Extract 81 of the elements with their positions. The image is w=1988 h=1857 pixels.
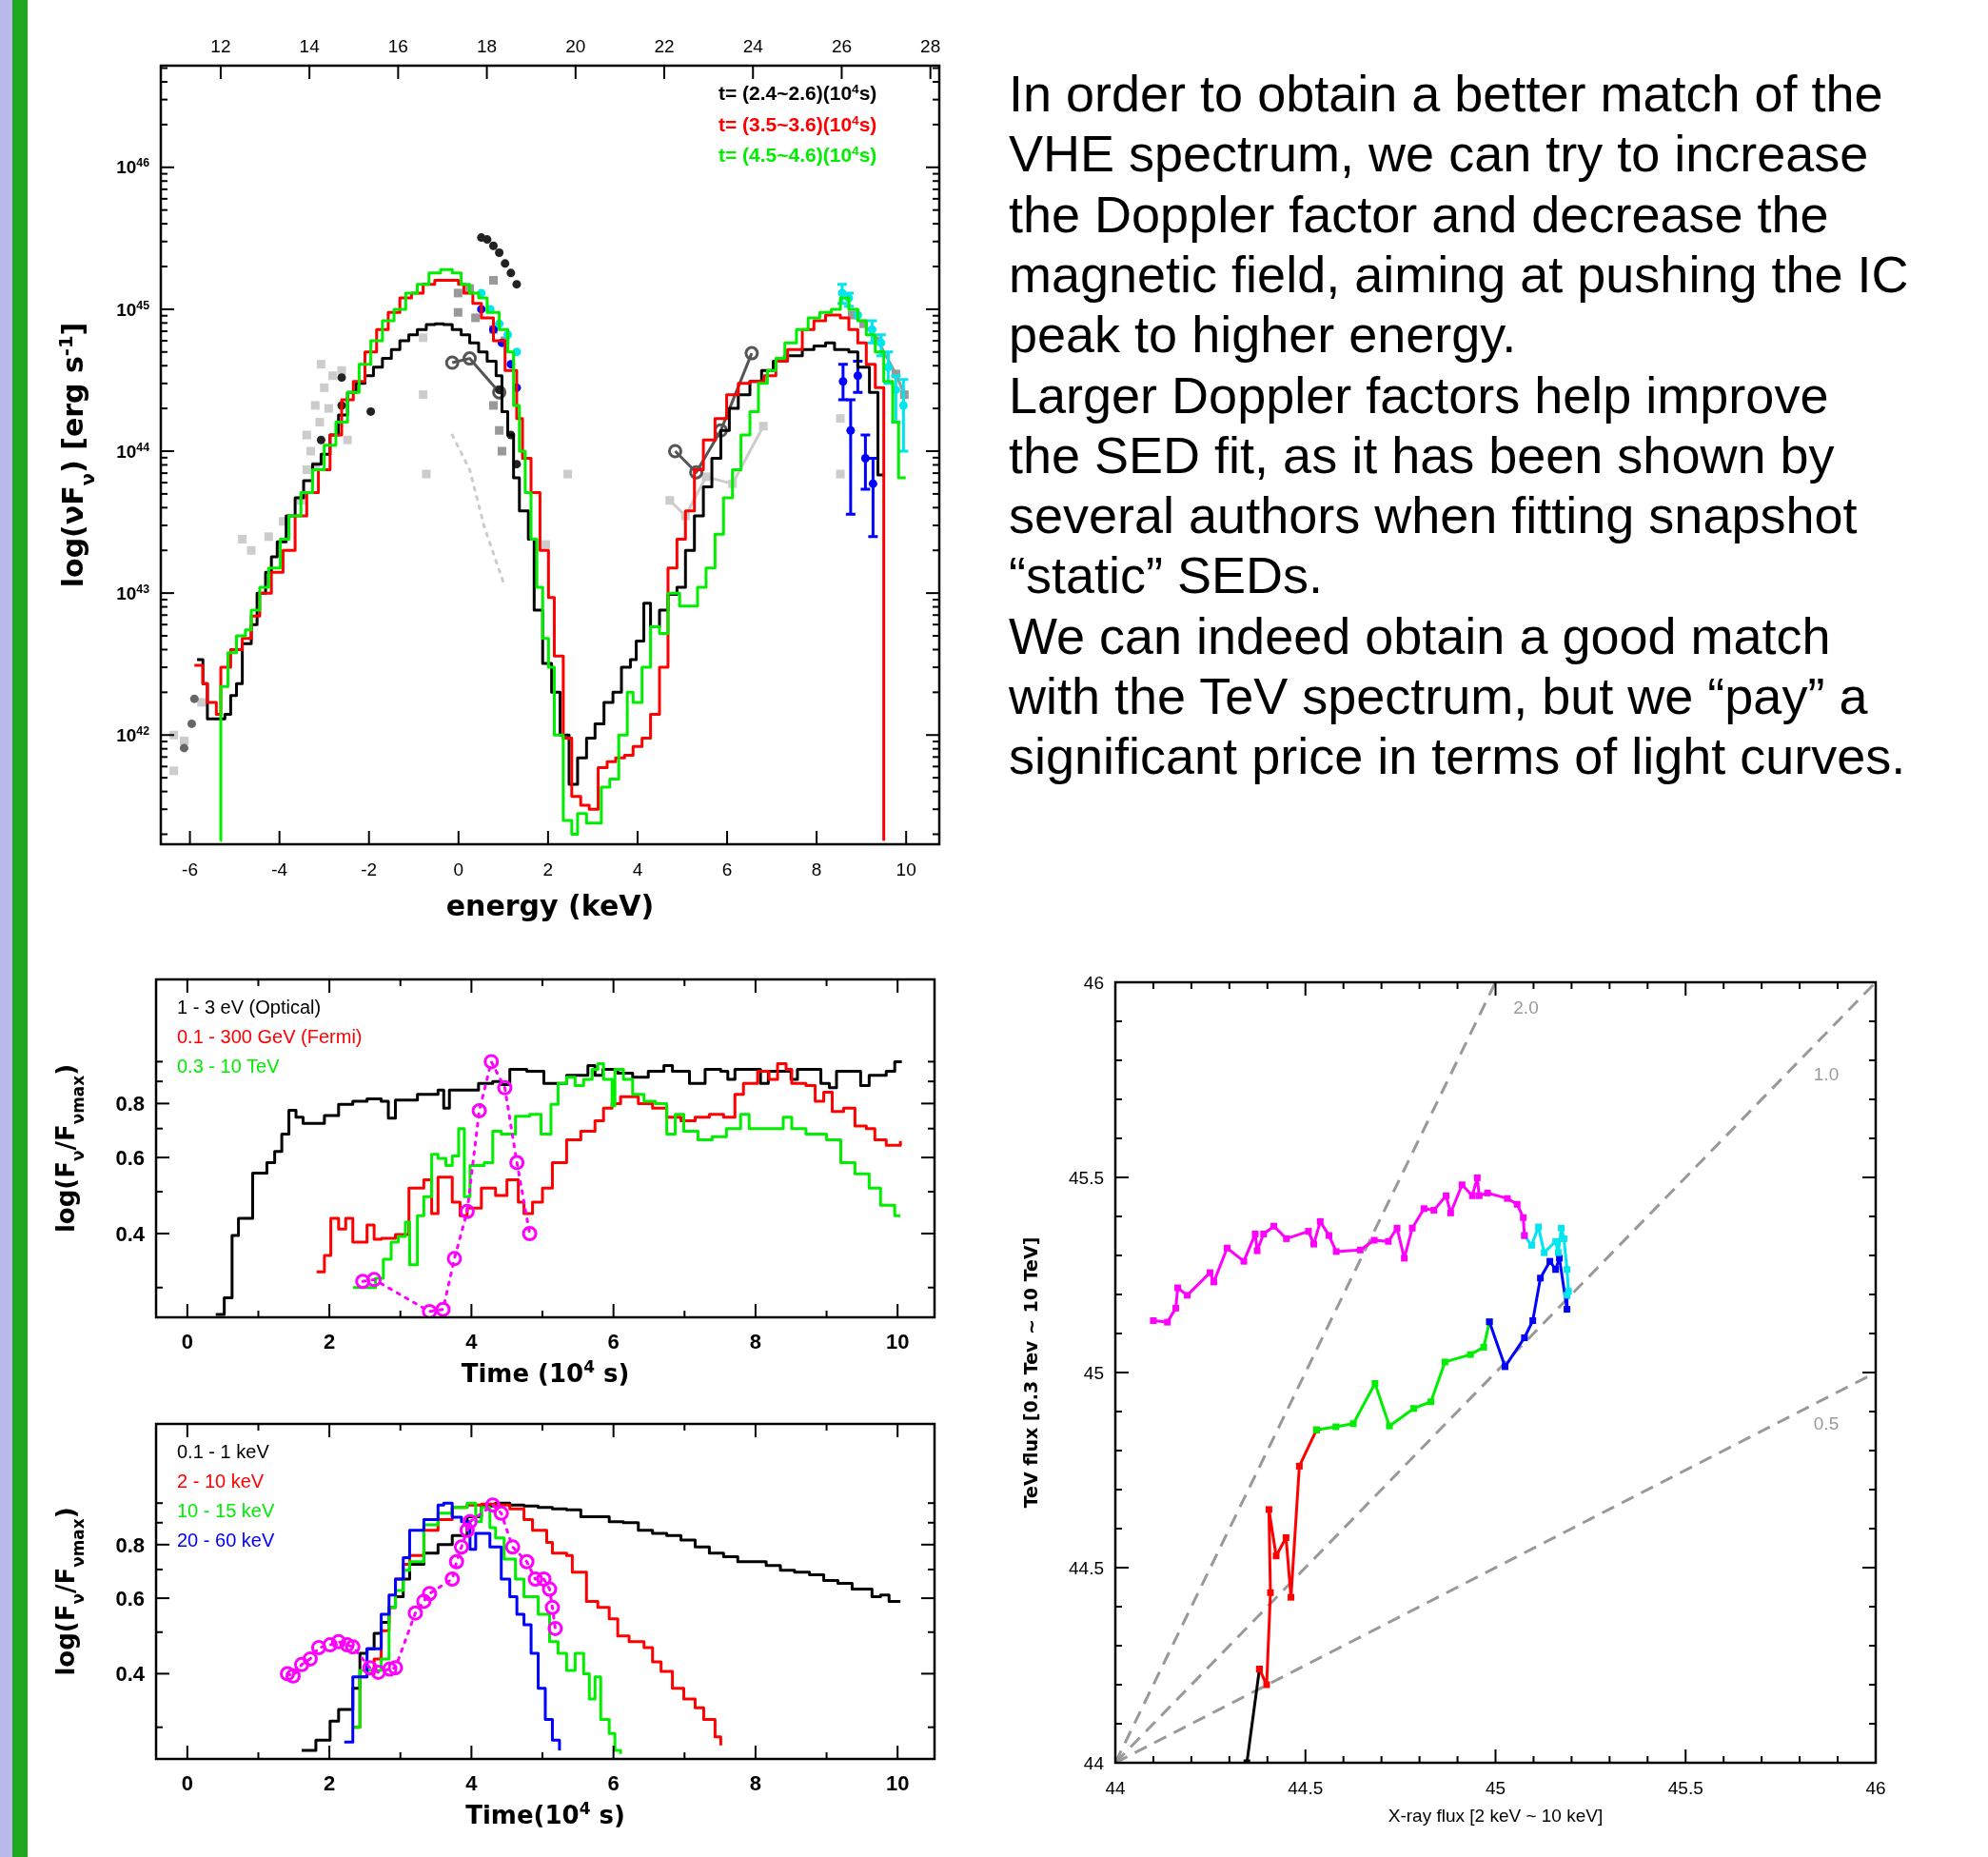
x-tick-label: 45.5 — [1667, 1778, 1703, 1798]
text: Larger Doppler factors help improve — [1009, 365, 1829, 424]
y-tick-label: 0.8 — [115, 1532, 145, 1557]
y-tick-label: 45.5 — [1069, 1167, 1104, 1188]
x2-tick-label: 12 — [210, 36, 231, 56]
y-tick-label: 10$^{43}$ — [116, 582, 150, 603]
x-tick-label: 0 — [453, 859, 464, 879]
x-tick-label: 4 — [465, 1330, 479, 1353]
text: VHE spectrum, we can try to increase — [1009, 125, 1869, 183]
x-tick-label: 44 — [1105, 1778, 1126, 1798]
x2-tick-label: 28 — [920, 36, 941, 56]
text: significant price in terms of light curves. — [1009, 727, 1906, 785]
text: t= (2.4~2.6)(10$^{4}$s) — [718, 81, 877, 104]
text: the SED fit, as it has been shown by — [1009, 425, 1835, 484]
y-tick-label: 10$^{46}$ — [116, 156, 150, 178]
x-tick-label: 8 — [811, 859, 822, 879]
y-tick-label: 10$^{45}$ — [116, 298, 150, 320]
x-tick-label: 8 — [749, 1771, 762, 1795]
y-tick-label: 0.8 — [115, 1092, 145, 1116]
y-tick-label: 46 — [1083, 972, 1104, 993]
x2-tick-label: 22 — [654, 36, 675, 56]
x-tick-label: 10 — [885, 1771, 910, 1795]
x2-tick-label: 14 — [299, 36, 321, 56]
y-axis-title: TeV flux [0.3 Tev ~ 10 TeV] — [1020, 1236, 1041, 1509]
text: magnetic field, aiming at pushing the IC — [1009, 245, 1909, 303]
y-tick-label: 0.6 — [115, 1145, 145, 1170]
x-tick-label: 10 — [896, 859, 916, 879]
x-axis-title: Time (10$^{4}$ s) — [461, 1357, 630, 1388]
x-tick-label: 2 — [323, 1771, 336, 1795]
series-label: 1.0 — [1813, 1063, 1840, 1084]
legend-label: 1 - 3 eV (Optical) — [177, 997, 322, 1017]
y-tick-label: 44 — [1083, 1752, 1105, 1773]
text: 10 - 15 keV — [177, 1500, 275, 1521]
x-tick-label: 46 — [1865, 1778, 1886, 1798]
x-tick-label: 2 — [542, 859, 554, 879]
x-tick-label: 44.5 — [1288, 1778, 1324, 1798]
x2-tick-label: 24 — [742, 36, 764, 56]
series-label: 2.0 — [1513, 997, 1539, 1017]
x-tick-label: -6 — [182, 859, 199, 879]
x-tick-label: 0 — [181, 1771, 193, 1795]
legend-label: 0.1 - 1 keV — [177, 1441, 270, 1462]
y-tick-label: 45 — [1083, 1362, 1104, 1383]
y-tick-label: 10$^{44}$ — [116, 440, 150, 462]
x-axis-title: Time(10$^{4}$ s) — [465, 1799, 625, 1829]
x-tick-label: 6 — [607, 1771, 620, 1795]
x-tick-label: 45 — [1485, 1778, 1506, 1798]
text: “static” SEDs. — [1009, 546, 1324, 604]
y-tick-label: 0.6 — [115, 1586, 145, 1610]
text: In order to obtain a better match of the — [1009, 65, 1883, 122]
x-tick-label: 8 — [749, 1330, 762, 1353]
x-tick-label: -2 — [361, 859, 378, 879]
y-tick-label: 10$^{42}$ — [116, 723, 150, 745]
text: several authors when fitting snapshot — [1009, 486, 1858, 544]
text: peak to higher energy. — [1009, 306, 1517, 364]
x-axis-title: energy (keV) — [445, 889, 655, 922]
y-tick-label: 0.4 — [115, 1662, 146, 1687]
text: 20 - 60 keV — [177, 1530, 275, 1551]
text: 0.3 - 10 TeV — [177, 1056, 281, 1077]
x2-tick-label: 20 — [565, 36, 586, 56]
text: 2 - 10 keV — [177, 1471, 265, 1492]
text: 0.1 - 300 GeV (Fermi) — [177, 1026, 363, 1047]
series-label: 0.5 — [1813, 1413, 1840, 1433]
x-axis-title: X-ray flux [2 keV ~ 10 keV] — [1388, 1806, 1604, 1826]
x-tick-label: 10 — [885, 1330, 910, 1353]
x-tick-label: 6 — [607, 1330, 620, 1353]
text: t= (3.5~3.6)(10$^{4}$s) — [718, 112, 877, 135]
x-tick-label: 2 — [323, 1330, 336, 1353]
x-tick-label: 4 — [465, 1771, 479, 1795]
x-tick-label: -4 — [271, 859, 288, 879]
x2-tick-label: 16 — [387, 36, 408, 56]
x-tick-label: 6 — [721, 859, 733, 879]
y-tick-label: 44.5 — [1069, 1557, 1104, 1578]
text: with the TeV spectrum, but we “pay” a — [1008, 667, 1869, 724]
text: t= (4.5~4.6)(10$^{4}$s) — [718, 143, 877, 167]
text: We can indeed obtain a good match — [1009, 606, 1831, 664]
y-tick-label: 0.4 — [115, 1221, 146, 1246]
x-tick-label: 4 — [632, 859, 643, 879]
x-tick-label: 0 — [181, 1330, 193, 1353]
x2-tick-label: 26 — [831, 36, 853, 56]
x2-tick-label: 18 — [477, 36, 498, 56]
text: the Doppler factor and decrease the — [1009, 185, 1829, 243]
